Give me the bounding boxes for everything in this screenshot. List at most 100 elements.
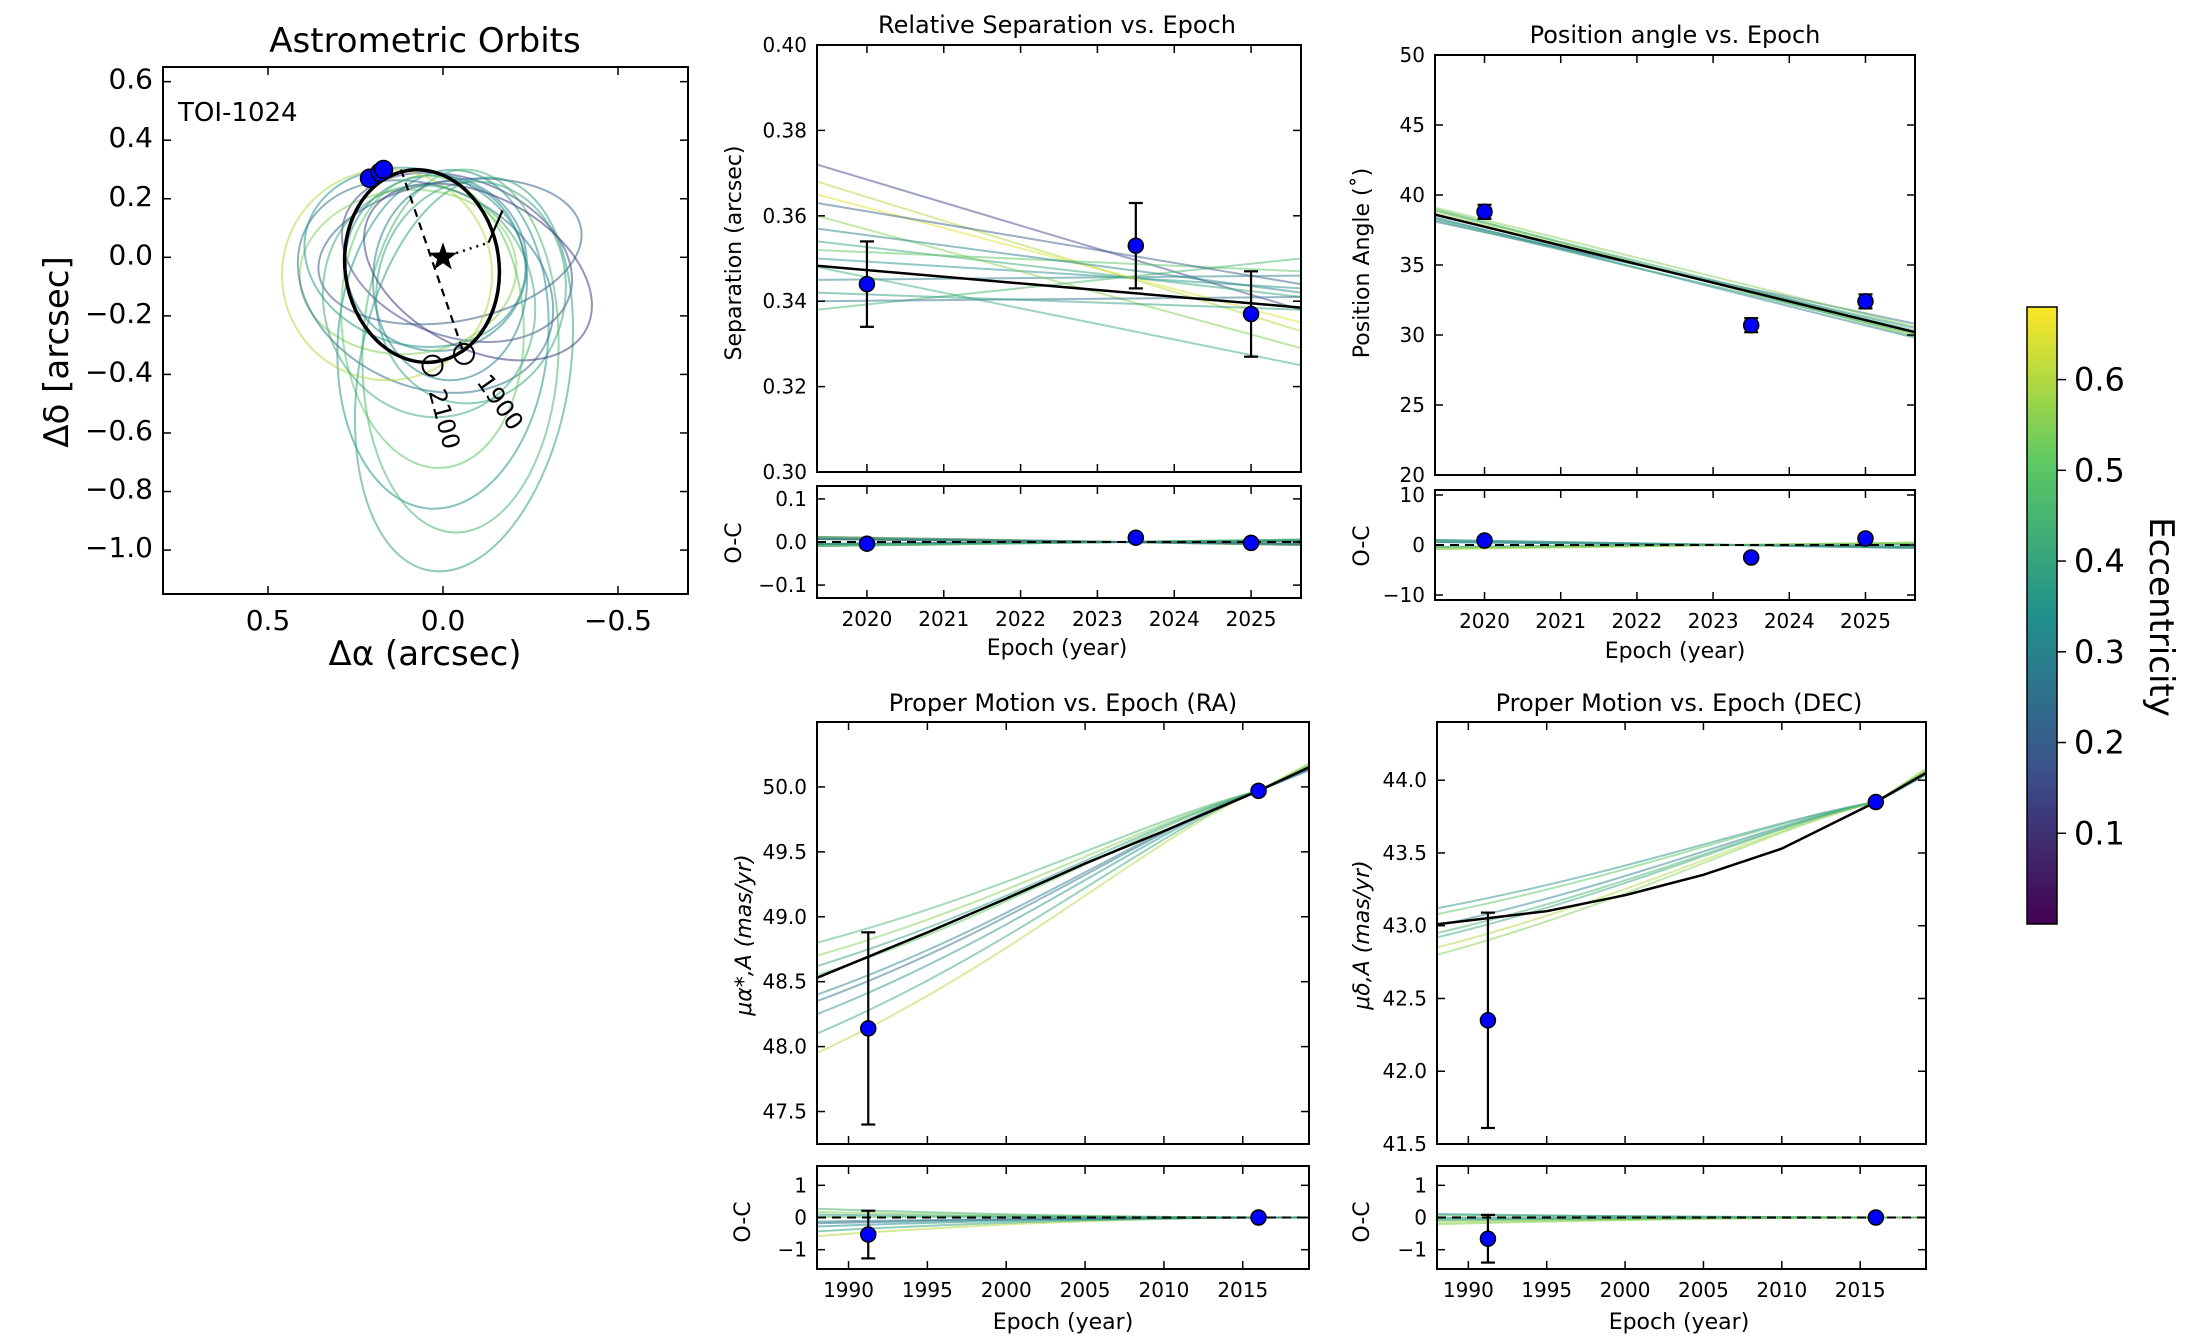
pmra-ytick-label: 50.0	[762, 775, 807, 799]
sample-orbit	[363, 182, 593, 362]
colorbar-tick-label: 0.4	[2074, 542, 2125, 580]
pa-residual-xtick-label: 2021	[1535, 609, 1586, 633]
position-angle-title: Position angle vs. Epoch	[1530, 21, 1821, 49]
pa-residual-ytick-label: 10	[1400, 483, 1425, 507]
pmdec-residual-ytick-label: −1	[1398, 1238, 1427, 1262]
position-angle-panel: Position angle vs. Epoch Position Angle …	[1350, 21, 1916, 664]
sep-ytick-label: 0.34	[762, 289, 807, 313]
pa-ytick-label: 35	[1400, 253, 1425, 277]
orbit-title: Astrometric Orbits	[269, 21, 580, 61]
sep-residual-ytick-label: 0.1	[775, 487, 807, 511]
sep-sample-line	[817, 257, 1301, 290]
pa-ytick-label: 25	[1400, 393, 1425, 417]
pmdec-residual-content	[1437, 1209, 1926, 1264]
pmdec-sample-curve	[1437, 772, 1926, 939]
separation-title: Relative Separation vs. Epoch	[878, 11, 1236, 39]
orbit-ytick-label: −0.6	[85, 414, 153, 447]
orbit-ytick-label: 0.0	[108, 238, 153, 271]
sample-orbit	[340, 171, 574, 344]
orbit-ytick-label: 0.2	[108, 180, 153, 213]
pmra-sample-curve	[817, 762, 1309, 1055]
colorbar-tick-label: 0.1	[2074, 814, 2125, 852]
colorbar-ticks: 0.1 0.2 0.3 0.4 0.5 0.6	[2057, 361, 2125, 852]
pm-dec-plot-area: 41.5 42.0 42.5 43.0 43.5 44.0 1990 1995 2000 2005…	[1382, 721, 1927, 1302]
pmra-residual-ytick-label: 0	[794, 1206, 807, 1230]
pa-ytick-label: 30	[1400, 323, 1425, 347]
orbit-content	[281, 159, 593, 573]
orbit-ytick-label: 0.4	[108, 121, 153, 154]
sep-data-point	[1127, 237, 1145, 254]
colorbar-tick-label: 0.6	[2074, 361, 2125, 399]
orbit-frame	[162, 66, 689, 595]
pmra-residual-xtick-label: 2000	[981, 1278, 1032, 1302]
pa-residual-point	[1476, 532, 1493, 549]
sep-residual-xtick-label: 2022	[995, 607, 1046, 631]
sep-sample-line	[817, 274, 1301, 281]
pa-ytick-label: 20	[1400, 463, 1425, 487]
sep-residual-xtick-label: 2023	[1072, 607, 1123, 631]
orbit-ytick-label: −0.8	[85, 473, 153, 506]
pmra-residual-xtick-label: 2005	[1060, 1278, 1111, 1302]
host-star-icon	[428, 242, 458, 270]
pmra-residual-xtick-label: 1995	[902, 1278, 953, 1302]
sep-ytick-label: 0.38	[762, 118, 807, 142]
sep-residual-point	[1127, 529, 1145, 546]
sep-frame	[816, 44, 1302, 473]
pm-ra-residual-label: O-C	[731, 1201, 756, 1242]
pmra-residual-ytick-label: 1	[794, 1173, 807, 1197]
sep-ytick-label: 0.30	[762, 460, 807, 484]
sample-orbit	[372, 180, 528, 382]
pm-ra-plot-area: 47.5 48.0 48.5 49.0 49.5 50.0 1990 1995 2000 2005…	[762, 721, 1310, 1302]
separation-panel: Relative Separation vs. Epoch Separation…	[722, 11, 1302, 661]
separation-x-label: Epoch (year)	[987, 636, 1128, 661]
pa-residual-ytick-label: −10	[1383, 583, 1425, 607]
pm-dec-x-label: Epoch (year)	[1609, 1310, 1750, 1335]
sep-residual-xtick-label: 2020	[841, 607, 892, 631]
pmdec-residual-ytick-label: 1	[1414, 1173, 1427, 1197]
pa-best-fit	[1435, 213, 1915, 334]
colorbar-tick-label: 0.3	[2074, 633, 2125, 671]
sep-sample-line	[817, 266, 1301, 367]
sep-data-point	[858, 275, 876, 293]
pm-dec-panel: Proper Motion vs. Epoch (DEC) μδ,A (mas/…	[1350, 689, 1927, 1335]
epoch-marker	[421, 354, 444, 377]
pmdec-sample-curve	[1437, 768, 1926, 956]
pmdec-residual-xtick-label: 2005	[1678, 1278, 1729, 1302]
colorbar-gradient	[2026, 306, 2058, 925]
pmdec-residual-ytick-label: 0	[1414, 1206, 1427, 1230]
pmra-frame	[816, 721, 1310, 1145]
pmra-residual-content	[817, 1207, 1309, 1260]
epoch-marker-label: 2100	[423, 386, 466, 452]
pa-residual-xtick-label: 2022	[1611, 609, 1662, 633]
sep-sample-line	[817, 214, 1301, 350]
sep-residual-ytick-label: −0.1	[758, 573, 807, 597]
sep-sample-line	[817, 163, 1301, 311]
pa-ytick-label: 40	[1400, 183, 1425, 207]
pa-ytick-label: 45	[1400, 113, 1425, 137]
position-angle-y-label: Position Angle (˚)	[1350, 168, 1375, 358]
sep-sample-line	[817, 180, 1301, 333]
pa-ytick-label: 50	[1400, 43, 1425, 67]
sep-residual-xtick-label: 2024	[1149, 607, 1200, 631]
orbit-xtick-label: 0.5	[246, 604, 291, 637]
line-of-nodes	[399, 169, 466, 355]
pmdec-content	[1437, 767, 1926, 1130]
pa-residual-point	[1857, 530, 1874, 547]
pm-ra-y-label: μα*,A (mas/yr)	[732, 854, 757, 1017]
position-angle-x-label: Epoch (year)	[1605, 639, 1746, 664]
orbit-x-label: Δα (arcsec)	[328, 634, 521, 674]
pmdec-ytick-label: 42.0	[1382, 1059, 1427, 1083]
colorbar-label: Eccentricity	[2141, 517, 2181, 717]
observed-position	[373, 159, 394, 180]
pmra-sample-curve	[817, 765, 1309, 944]
pmra-sample-curve	[817, 767, 1309, 1016]
separation-y-label: Separation (arcsec)	[722, 145, 747, 360]
sep-residual-point	[1242, 534, 1260, 552]
pa-sample-line	[1435, 209, 1915, 332]
sep-residual-ytick-label: 0.0	[775, 530, 807, 554]
pmra-content	[817, 762, 1309, 1126]
sep-ytick-label: 0.32	[762, 375, 807, 399]
colorbar-tick-label: 0.2	[2074, 724, 2125, 762]
